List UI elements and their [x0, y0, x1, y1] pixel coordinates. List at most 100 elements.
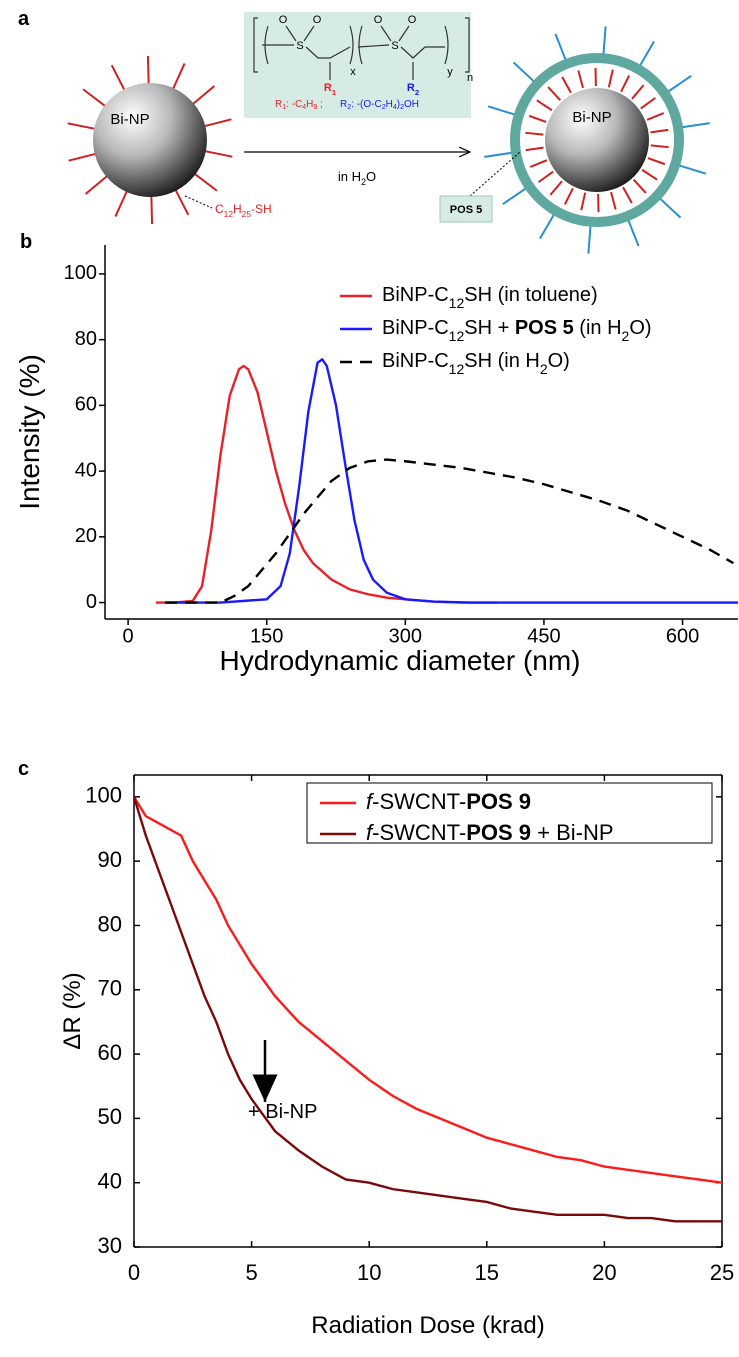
atom-label: S	[296, 40, 303, 52]
y-tick-label: 40	[98, 1169, 122, 1194]
atom-label: R2	[407, 82, 419, 97]
ligand-spike	[536, 99, 553, 112]
ligand-spike	[203, 118, 232, 128]
x-tick-label: 25	[710, 1260, 734, 1285]
ligand-spike	[641, 168, 658, 181]
leader	[184, 195, 213, 209]
y-tick-label: 50	[98, 1104, 122, 1129]
ligand-spike	[650, 128, 669, 134]
data-line	[155, 364, 498, 604]
y-tick-label: 80	[98, 911, 122, 936]
ligand-spike	[650, 144, 669, 149]
atom-label: O	[408, 14, 417, 26]
ligand-spike	[525, 146, 544, 152]
substituent: R1: -C4H9 ;	[275, 99, 323, 112]
ligand-spike	[191, 85, 216, 106]
ligand-spike	[554, 33, 567, 61]
atom-label: y	[447, 66, 453, 78]
annotation: + Bi-NP	[248, 1101, 317, 1123]
ligand-spike	[627, 219, 640, 247]
x-tick-label: 20	[592, 1260, 616, 1285]
atom-label: S	[391, 40, 398, 52]
data-line	[134, 796, 722, 1223]
structure-box	[244, 12, 471, 118]
x-tick-label: 0	[123, 625, 134, 647]
ligand-spike	[602, 26, 607, 55]
ligand-spike	[150, 194, 154, 224]
legend-label: BiNP-C12SH + POS 5 (in H2O)	[382, 317, 652, 343]
particle-label: Bi-NP	[572, 109, 611, 126]
ligand-spike	[647, 157, 666, 166]
x-tick-label: 15	[475, 1260, 499, 1285]
ligand-spike	[538, 170, 554, 183]
ligand-spike	[607, 69, 614, 88]
atom-label: n	[467, 72, 473, 84]
nanoparticle	[545, 88, 649, 192]
panel-label: c	[18, 758, 29, 780]
condition: in H2O	[338, 169, 376, 187]
polymer-shell	[510, 53, 684, 227]
shell-box	[439, 195, 493, 223]
ligand-spike	[539, 213, 555, 240]
y-tick-label: 60	[75, 394, 97, 416]
leader	[469, 151, 521, 197]
panel-label: a	[18, 8, 30, 30]
y-axis-label: ΔR (%)	[59, 972, 86, 1049]
shell-label: POS 5	[450, 204, 482, 216]
ligand-spike	[561, 76, 572, 94]
y-tick-label: 80	[75, 328, 97, 350]
ligand-label: C12H25-SH	[215, 202, 272, 219]
data-line	[134, 796, 722, 1184]
ligand-spike	[620, 75, 631, 93]
y-tick-label: 100	[64, 262, 97, 284]
y-tick-label: 90	[98, 847, 122, 872]
data-line	[165, 458, 734, 604]
y-tick-label: 100	[85, 783, 122, 808]
x-tick-label: 450	[527, 625, 560, 647]
x-axis-label: Hydrodynamic diameter (nm)	[220, 645, 581, 676]
ligand-spike	[174, 188, 190, 216]
ligand-spike	[114, 189, 129, 217]
ligand-spike	[610, 191, 617, 210]
structure	[253, 17, 470, 80]
atom-label: O	[313, 14, 322, 26]
x-tick-label: 300	[389, 625, 422, 647]
substituent: R2: -(O-C2H4)2OH	[340, 99, 419, 112]
ligand-spike	[528, 114, 547, 123]
ligand-spike	[678, 164, 707, 175]
ligand-spike	[640, 97, 656, 110]
ligand-spike	[667, 75, 692, 93]
ligand-spike	[110, 64, 126, 92]
legend-label: BiNP-C12SH (in toluene)	[382, 284, 598, 310]
legend-frame	[306, 782, 713, 844]
ligand-spike	[646, 112, 665, 121]
atom-label: R1	[324, 82, 337, 97]
scheme: a Bi-NP C12H25-SH O O S R1 x O O S R2 y n R1: -C4H…	[18, 8, 710, 254]
x-tick-label: 600	[666, 625, 699, 647]
ligand-spike	[563, 187, 574, 205]
legend-label: f-SWCNT-POS 9	[366, 789, 531, 814]
ligand-spike	[659, 197, 682, 219]
ligand-spike	[632, 178, 647, 194]
ligand-spike	[681, 122, 710, 129]
ligand-spike	[67, 122, 97, 131]
legend-label: f-SWCNT-POS 9 + Bi-NP	[366, 820, 614, 845]
x-tick-label: 10	[357, 1260, 381, 1285]
y-tick-label: 40	[75, 459, 97, 481]
ligand-spike	[547, 86, 562, 102]
x-axis-label: Radiation Dose (krad)	[311, 1312, 544, 1339]
particle-label: Bi-NP	[110, 111, 149, 128]
y-axis-label: Intensity (%)	[14, 354, 45, 510]
atom-label: O	[374, 14, 383, 26]
ligand-spike	[84, 174, 109, 195]
ligand-spike	[193, 172, 218, 192]
ligand-spike	[68, 152, 97, 162]
ligand-spike	[82, 88, 107, 108]
ligand-spike	[171, 63, 186, 91]
nanoparticle	[93, 83, 207, 197]
ligand-spike	[484, 151, 513, 158]
ligand-spike	[549, 180, 563, 196]
legend-label: BiNP-C12SH (in H2O)	[382, 350, 570, 376]
ligand-spike	[203, 149, 233, 158]
